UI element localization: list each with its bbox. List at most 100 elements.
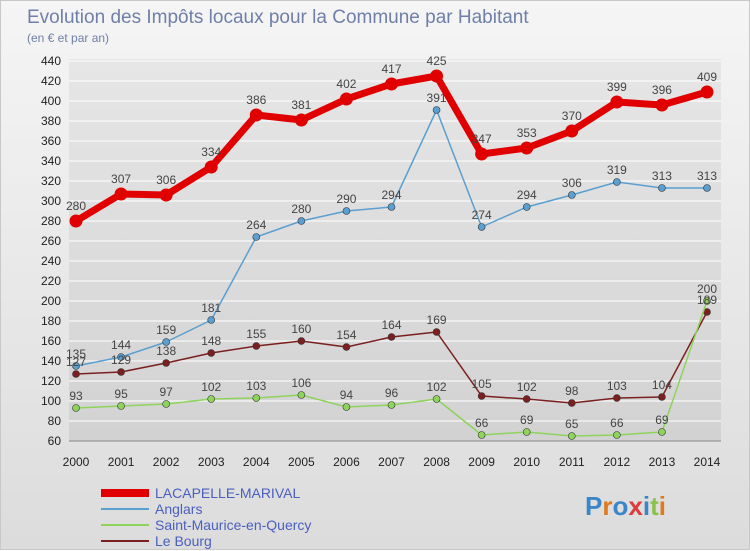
data-label: 294 bbox=[381, 188, 401, 202]
x-tick-label: 2006 bbox=[333, 455, 360, 469]
y-tick-label: 80 bbox=[48, 414, 62, 428]
data-point bbox=[522, 203, 531, 211]
x-axis-ticks: 2000 2001 2002 2003 2004 2005 2006 2007 2008 2009… bbox=[63, 440, 721, 469]
data-label: 290 bbox=[336, 192, 356, 206]
data-label: 306 bbox=[156, 173, 176, 187]
logo-letter: i bbox=[643, 491, 650, 521]
data-point bbox=[613, 178, 621, 186]
x-tick-label: 2004 bbox=[243, 455, 270, 469]
data-point bbox=[477, 431, 486, 439]
data-point bbox=[162, 338, 170, 346]
data-point bbox=[610, 95, 624, 109]
data-point bbox=[432, 106, 441, 114]
data-point bbox=[567, 399, 576, 407]
data-point bbox=[432, 328, 441, 336]
data-label: 65 bbox=[565, 417, 579, 431]
data-label: 103 bbox=[246, 379, 266, 393]
data-label: 409 bbox=[697, 70, 717, 84]
chart-subtitle: (en € et par an) bbox=[27, 31, 109, 45]
y-tick-label: 120 bbox=[41, 374, 61, 388]
data-point bbox=[522, 395, 531, 403]
data-label: 148 bbox=[201, 334, 221, 348]
data-label: 95 bbox=[114, 387, 128, 401]
data-point bbox=[252, 233, 261, 241]
x-tick-label: 2008 bbox=[423, 455, 450, 469]
x-tick-label: 2014 bbox=[694, 455, 721, 469]
y-tick-label: 300 bbox=[41, 194, 61, 208]
data-point bbox=[658, 184, 666, 192]
data-label: 396 bbox=[652, 83, 672, 97]
logo-letter: o bbox=[612, 491, 628, 521]
logo-text: Proxiti bbox=[585, 491, 666, 521]
data-label: 294 bbox=[517, 188, 537, 202]
y-tick-label: 160 bbox=[41, 334, 61, 348]
grid-lines bbox=[69, 60, 721, 442]
data-label: 155 bbox=[246, 327, 266, 341]
y-tick-label: 100 bbox=[41, 394, 61, 408]
data-point bbox=[162, 359, 170, 367]
data-point bbox=[342, 343, 351, 351]
data-label: 347 bbox=[472, 132, 492, 146]
data-point bbox=[72, 370, 80, 378]
x-tick-label: 2010 bbox=[513, 455, 540, 469]
data-label: 313 bbox=[697, 169, 717, 183]
data-label: 66 bbox=[610, 416, 624, 430]
data-label: 200 bbox=[697, 282, 717, 296]
data-label: 399 bbox=[607, 80, 627, 94]
data-label: 69 bbox=[520, 413, 534, 427]
data-point bbox=[475, 147, 489, 161]
data-label: 103 bbox=[607, 379, 627, 393]
legend-label: Le Bourg bbox=[155, 533, 212, 549]
data-label: 386 bbox=[246, 93, 266, 107]
data-label: 129 bbox=[111, 353, 131, 367]
data-point bbox=[297, 217, 306, 225]
x-tick-label: 2011 bbox=[559, 455, 585, 469]
data-point bbox=[162, 400, 170, 408]
y-tick-label: 260 bbox=[41, 234, 61, 248]
data-point bbox=[297, 337, 306, 345]
data-label: 307 bbox=[111, 172, 131, 186]
chart-title: Evolution des Impôts locaux pour la Comm… bbox=[27, 7, 529, 28]
y-axis-ticks: 60 80 100 120 140 160 180 200 220 240 260 280 300 320… bbox=[41, 54, 61, 448]
data-label: 97 bbox=[159, 385, 173, 399]
y-tick-label: 320 bbox=[41, 174, 61, 188]
data-label: 135 bbox=[66, 347, 86, 361]
data-point bbox=[72, 362, 80, 370]
y-tick-label: 380 bbox=[41, 114, 61, 128]
logo-letter: r bbox=[602, 491, 612, 521]
data-point bbox=[613, 431, 621, 439]
data-label: 160 bbox=[291, 322, 311, 336]
data-point bbox=[522, 428, 531, 436]
data-point bbox=[69, 214, 83, 228]
data-label: 306 bbox=[562, 176, 582, 190]
y-tick-label: 140 bbox=[41, 354, 61, 368]
logo-letter: t bbox=[650, 491, 659, 521]
data-point bbox=[430, 69, 444, 83]
data-point bbox=[339, 92, 353, 106]
y-tick-label: 400 bbox=[41, 94, 61, 108]
x-tick-label: 2013 bbox=[649, 455, 676, 469]
data-point bbox=[342, 207, 351, 215]
data-label: 402 bbox=[336, 77, 356, 91]
data-label: 154 bbox=[336, 328, 356, 342]
y-tick-label: 240 bbox=[41, 254, 61, 268]
data-point bbox=[477, 392, 486, 400]
legend-label: Anglars bbox=[155, 501, 202, 517]
data-point bbox=[204, 160, 218, 174]
data-label: 127 bbox=[66, 355, 86, 369]
data-point bbox=[207, 349, 216, 357]
data-label: 98 bbox=[565, 384, 579, 398]
y-tick-label: 420 bbox=[41, 74, 61, 88]
data-label: 102 bbox=[517, 380, 537, 394]
data-label: 164 bbox=[381, 318, 401, 332]
data-label: 169 bbox=[427, 313, 447, 327]
data-point bbox=[117, 368, 125, 376]
data-label: 181 bbox=[201, 301, 221, 315]
data-point bbox=[207, 395, 216, 403]
data-point bbox=[567, 191, 576, 199]
data-point bbox=[294, 113, 308, 127]
legend-label: Saint-Maurice-en-Quercy bbox=[155, 517, 311, 533]
plot-area bbox=[69, 59, 721, 441]
data-label: 391 bbox=[427, 91, 447, 105]
logo-letter: i bbox=[659, 491, 666, 521]
